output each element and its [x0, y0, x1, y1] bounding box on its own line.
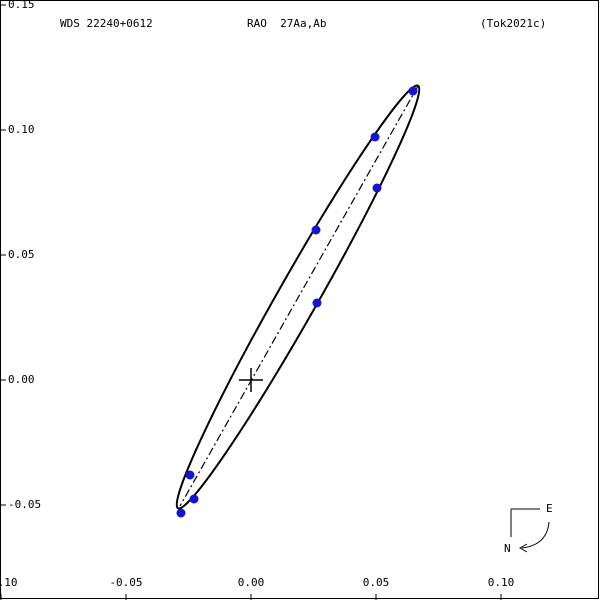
x-tick-label: 0.10	[488, 576, 515, 589]
observation-point	[176, 508, 186, 518]
x-tick-label: 0.00	[238, 576, 265, 589]
header-right: (Tok2021c)	[480, 17, 546, 30]
observation-point	[311, 225, 321, 235]
compass-label: N	[504, 542, 511, 555]
observation-point	[372, 183, 382, 193]
observation-point	[408, 86, 418, 96]
observation-point	[370, 132, 380, 142]
compass-arrow	[518, 543, 528, 553]
compass: E N	[504, 502, 553, 555]
x-tick-label: -0.10	[0, 576, 18, 589]
y-tick-label: -0.05	[8, 498, 41, 511]
observation-point	[312, 298, 322, 308]
y-tick-label: 0.00	[8, 373, 35, 386]
compass-arrow	[521, 521, 550, 549]
header-left: WDS 22240+0612	[60, 17, 153, 30]
y-tick-label: 0.15	[8, 0, 35, 11]
x-tick-label: 0.05	[363, 576, 390, 589]
y-tick-label: 0.10	[8, 123, 35, 136]
header-center: RAO 27Aa,Ab	[247, 17, 326, 30]
line-of-nodes	[179, 85, 419, 507]
compass-label: E	[546, 502, 553, 515]
observation-point	[185, 470, 195, 480]
y-tick-label: 0.05	[8, 248, 35, 261]
observation-point	[189, 494, 199, 504]
x-tick-label: -0.05	[109, 576, 142, 589]
